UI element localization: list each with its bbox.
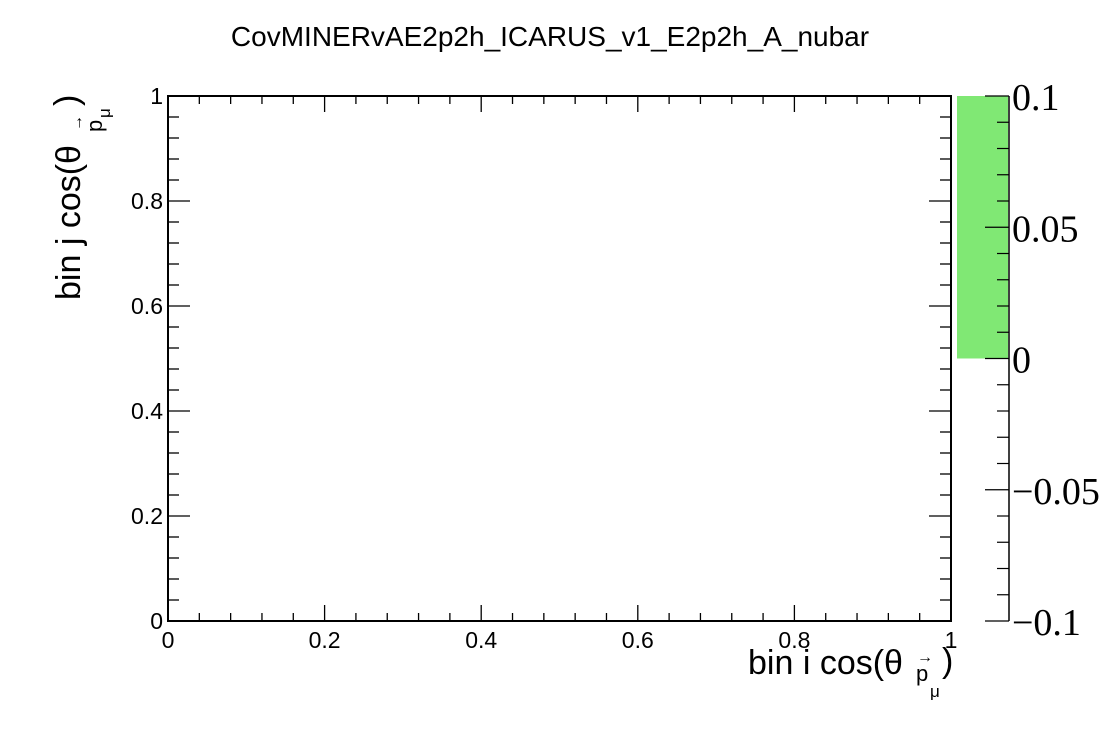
color-bar-tick-labels: −0.1 −0.05 0 0.05 0.1 xyxy=(1012,77,1100,644)
y-tick-label: 0.4 xyxy=(131,398,163,424)
svg-text:bin i cos(θ: bin i cos(θ xyxy=(748,644,903,682)
x-tick-label: 0.2 xyxy=(309,627,341,653)
vector-arrow: → xyxy=(69,115,86,131)
x-axis-label-subscript: μ xyxy=(930,682,940,701)
y-tick-label: 0.8 xyxy=(131,188,163,214)
vector-arrow: → xyxy=(917,649,933,666)
y-tick-label: 0 xyxy=(150,608,163,634)
x-axis-label: bin i cos(θ p → μ ) xyxy=(748,642,953,701)
plot-frame xyxy=(167,95,952,622)
x-axis-ticks xyxy=(167,96,952,621)
y-axis-ticks xyxy=(168,95,951,622)
y-axis-label-subscript: μ xyxy=(95,108,114,118)
y-axis-label: bin j cos(θ p → μ ) xyxy=(48,95,114,300)
x-axis-tick-labels: 0 0.2 0.4 0.6 0.8 1 xyxy=(162,627,958,653)
x-tick-label: 0 xyxy=(162,627,175,653)
x-axis-label-main: bin i cos(θ xyxy=(748,644,903,682)
y-tick-label: 0.2 xyxy=(131,503,163,529)
x-tick-label: 0.6 xyxy=(622,627,654,653)
x-tick-label: 0.4 xyxy=(465,627,497,653)
y-axis-label-main: bin j cos(θ xyxy=(50,145,88,300)
x-tick-label: 1 xyxy=(945,627,958,653)
color-bar-tick-label: 0 xyxy=(1012,340,1031,382)
color-bar-tick-label: −0.1 xyxy=(1012,602,1081,644)
color-bar-ticks xyxy=(985,95,1009,622)
y-tick-label: 0.6 xyxy=(131,293,163,319)
color-bar-tick-label: −0.05 xyxy=(1012,471,1100,513)
x-axis-label-vector: p xyxy=(916,661,928,686)
svg-text:bin j cos(θ: bin j cos(θ xyxy=(50,145,88,300)
y-axis-label-vector: p xyxy=(82,120,107,132)
y-tick-label: 1 xyxy=(150,83,163,109)
color-bar-tick-label: 0.05 xyxy=(1012,208,1079,250)
x-axis-label-close: ) xyxy=(942,642,953,680)
color-bar: −0.1 −0.05 0 0.05 0.1 xyxy=(957,77,1100,644)
x-tick-label: 0.8 xyxy=(778,627,810,653)
y-axis-label-close: ) xyxy=(48,95,86,106)
chart-title: CovMINERvAE2p2h_ICARUS_v1_E2p2h_A_nubar xyxy=(231,21,869,52)
color-bar-tick-label: 0.1 xyxy=(1012,77,1060,119)
y-axis-tick-labels: 0 0.2 0.4 0.6 0.8 1 xyxy=(131,83,163,634)
